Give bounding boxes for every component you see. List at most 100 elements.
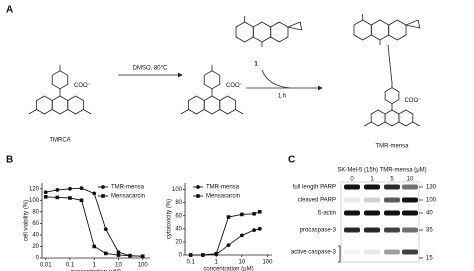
lane-label: 0	[350, 177, 354, 183]
data-point	[201, 253, 205, 257]
data-point	[140, 254, 145, 259]
bond	[83, 109, 92, 115]
bond	[412, 121, 420, 127]
data-point	[257, 210, 262, 214]
y-tick-label: 80	[32, 209, 39, 215]
data-point	[252, 228, 257, 233]
row-label: full length PARP	[293, 185, 336, 191]
x-tick-label: 0.01	[40, 263, 52, 269]
band	[402, 249, 418, 255]
atom-label: COO⁻	[74, 83, 91, 89]
band	[364, 197, 380, 203]
x-tick-label: 0.1	[66, 263, 75, 269]
data-point	[55, 195, 60, 200]
legend-marker	[101, 185, 105, 189]
condition: 1 h	[278, 94, 286, 100]
series-line	[190, 211, 260, 256]
mw-label: 100	[426, 198, 437, 204]
x-tick-label: 0.1	[187, 260, 196, 266]
y-tick-label: 100	[29, 198, 40, 204]
row-label: procaspase-3	[300, 228, 337, 234]
lane-label: 1	[370, 177, 374, 183]
data-point	[79, 186, 84, 191]
y-axis-label: cell viability (%)	[24, 200, 30, 241]
condition: DMSO, 80°C	[133, 66, 168, 72]
y-tick-label: 120	[29, 186, 40, 192]
blot-header: SK-Mel-5 (15h) TMR-mensa (μM)	[337, 168, 426, 174]
y-tick-label: 80	[175, 200, 182, 206]
compound-label: TMR-mensa	[375, 144, 409, 150]
y-axis-label: cytotoxicity (%)	[167, 199, 173, 239]
ring	[270, 21, 289, 43]
ring	[36, 95, 53, 115]
data-point	[214, 251, 219, 256]
y-tick-label: 60	[175, 213, 182, 219]
compound-label: TMRCA	[49, 138, 70, 144]
legend-marker	[196, 194, 200, 198]
data-point	[55, 188, 60, 192]
data-point	[252, 211, 256, 216]
row-label: active caspase-3	[291, 250, 337, 256]
legend-marker	[101, 194, 105, 198]
ring	[384, 87, 400, 105]
ring	[219, 95, 236, 115]
data-point	[128, 253, 132, 258]
data-point	[43, 190, 48, 195]
data-point	[239, 233, 244, 238]
band	[364, 210, 380, 216]
panel-label: A	[6, 5, 13, 16]
band	[344, 227, 360, 233]
bond	[387, 44, 393, 84]
y-tick-label: 0	[179, 253, 183, 259]
bracket	[338, 245, 341, 263]
blot-frame	[340, 181, 420, 263]
band	[364, 184, 380, 190]
y-tick-label: 60	[32, 221, 39, 227]
band	[344, 184, 360, 190]
ring	[203, 95, 221, 115]
y-tick-label: 40	[32, 233, 39, 239]
x-tick-label: 1	[93, 263, 97, 269]
ring	[384, 109, 400, 127]
data-point	[68, 186, 72, 191]
lane-label: 5	[390, 177, 394, 183]
band	[344, 197, 360, 203]
ring	[370, 19, 390, 41]
ring	[203, 70, 221, 90]
data-point	[257, 226, 262, 231]
legend-label: Mensacarcin	[206, 194, 240, 200]
ring	[67, 95, 84, 115]
band	[344, 210, 360, 216]
ring	[353, 19, 372, 41]
panel-label: B	[6, 155, 13, 166]
band	[402, 210, 418, 216]
ring	[252, 21, 272, 43]
data-point	[103, 251, 108, 256]
bond	[180, 109, 189, 115]
x-axis-label: concentration (μM)	[71, 270, 121, 271]
data-point	[226, 243, 231, 248]
epoxide	[404, 19, 421, 29]
data-point	[188, 253, 193, 257]
band	[344, 249, 360, 255]
arrow	[261, 69, 291, 89]
band	[384, 210, 400, 216]
x-tick-label: 1	[215, 260, 219, 266]
data-point	[68, 196, 72, 200]
ring	[51, 95, 69, 115]
bond	[28, 109, 37, 115]
y-tick-label: 20	[175, 239, 182, 245]
ring	[235, 21, 254, 43]
bond	[235, 109, 244, 115]
ring	[388, 19, 407, 41]
ring	[51, 70, 69, 90]
legend-label: TMR-mensa	[111, 185, 145, 191]
atom-label: COO⁻	[226, 83, 243, 89]
row-label: ß-actin	[318, 211, 336, 217]
data-point	[92, 244, 97, 249]
epoxide	[286, 21, 303, 31]
data-point	[43, 195, 48, 199]
atom-label: COO⁻	[404, 98, 421, 104]
band	[384, 197, 400, 203]
